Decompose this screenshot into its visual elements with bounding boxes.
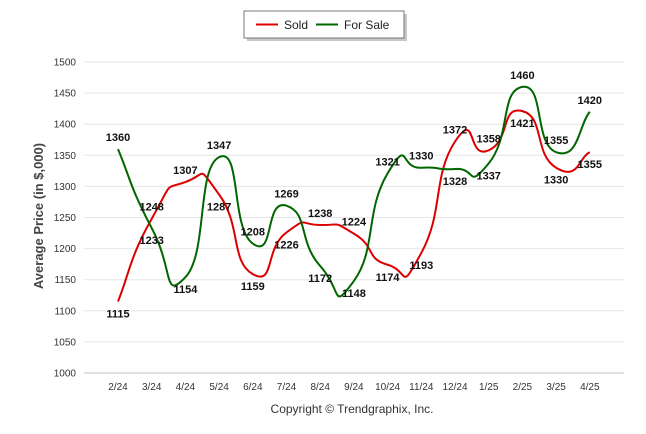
y-axis-ticks: 1000 1050 1100 1150 1200 1250 1300 1350 1400 1450… [54,58,77,380]
x-tick-label: 2/25 [513,382,533,393]
data-label-sold: 1330 [544,175,568,187]
data-label-sold: 1355 [578,159,602,171]
data-label-for-sale: 1148 [342,288,366,300]
legend-sold-label: Sold [284,18,308,32]
x-tick-label: 10/24 [375,382,400,393]
y-axis-label: Average Price (in $,000) [31,143,46,289]
series-line-sold [117,109,591,302]
x-tick-label: 3/25 [546,382,566,393]
data-label-sold: 1226 [274,239,298,251]
data-label-sold: 1224 [342,217,367,229]
x-tick-label: 8/24 [310,382,330,393]
data-label-for-sale: 1347 [207,140,231,152]
x-tick-label: 4/25 [580,382,600,393]
y-tick-label: 1000 [54,369,77,380]
data-label-for-sale: 1172 [308,273,332,285]
data-label-sold: 1248 [139,202,163,214]
data-labels: 1115 1248 1307 1287 1159 1226 1238 1224 1174 1193… [106,70,602,321]
data-label-for-sale: 1233 [139,235,163,247]
y-tick-label: 1300 [54,182,77,193]
x-axis-ticks: 2/24 3/24 4/24 5/24 6/24 7/24 8/24 9/24 10/24 11/… [108,382,600,393]
data-label-for-sale: 1460 [510,70,534,82]
x-tick-label: 1/25 [479,382,499,393]
x-tick-label: 6/24 [243,382,263,393]
data-label-sold: 1174 [376,272,401,284]
data-label-for-sale: 1420 [578,95,602,107]
data-label-for-sale: 1355 [544,135,568,147]
data-label-sold: 1159 [241,281,265,293]
y-tick-label: 1100 [54,306,76,317]
y-tick-label: 1150 [54,275,76,286]
data-label-sold: 1287 [207,201,231,213]
data-label-sold: 1238 [308,208,332,220]
x-tick-label: 9/24 [344,382,364,393]
y-tick-label: 1350 [54,151,77,162]
legend: Sold For Sale [243,10,407,41]
y-tick-label: 1500 [54,58,77,69]
data-label-sold: 1307 [173,165,197,177]
series-line-for-sale [117,85,591,298]
x-tick-label: 7/24 [277,382,297,393]
legend-forsale-label: For Sale [344,18,390,32]
data-label-sold: 1372 [443,125,467,137]
y-tick-label: 1050 [54,337,77,348]
data-label-sold: 1115 [106,308,129,320]
data-label-sold: 1358 [476,133,500,145]
x-tick-label: 11/24 [409,382,434,393]
y-tick-label: 1200 [54,244,77,255]
data-label-for-sale: 1328 [443,176,467,188]
y-tick-label: 1250 [54,213,77,224]
x-tick-label: 12/24 [442,382,467,393]
x-tick-label: 2/24 [108,382,128,393]
data-label-for-sale: 1154 [173,284,198,296]
data-label-for-sale: 1360 [106,132,130,144]
x-tick-label: 5/24 [209,382,229,393]
series-lines [117,85,591,302]
y-tick-label: 1400 [54,120,77,131]
data-label-sold: 1421 [510,118,534,130]
x-tick-label: 3/24 [142,382,162,393]
copyright-text: Copyright © Trendgraphix, Inc. [271,402,434,416]
data-label-for-sale: 1269 [274,189,298,201]
y-tick-label: 1450 [54,89,77,100]
data-label-for-sale: 1208 [241,227,265,239]
x-tick-label: 4/24 [176,382,196,393]
data-label-for-sale: 1330 [409,151,433,163]
data-label-sold: 1193 [409,260,433,272]
data-label-for-sale: 1337 [476,170,500,182]
data-label-for-sale: 1321 [375,156,399,168]
